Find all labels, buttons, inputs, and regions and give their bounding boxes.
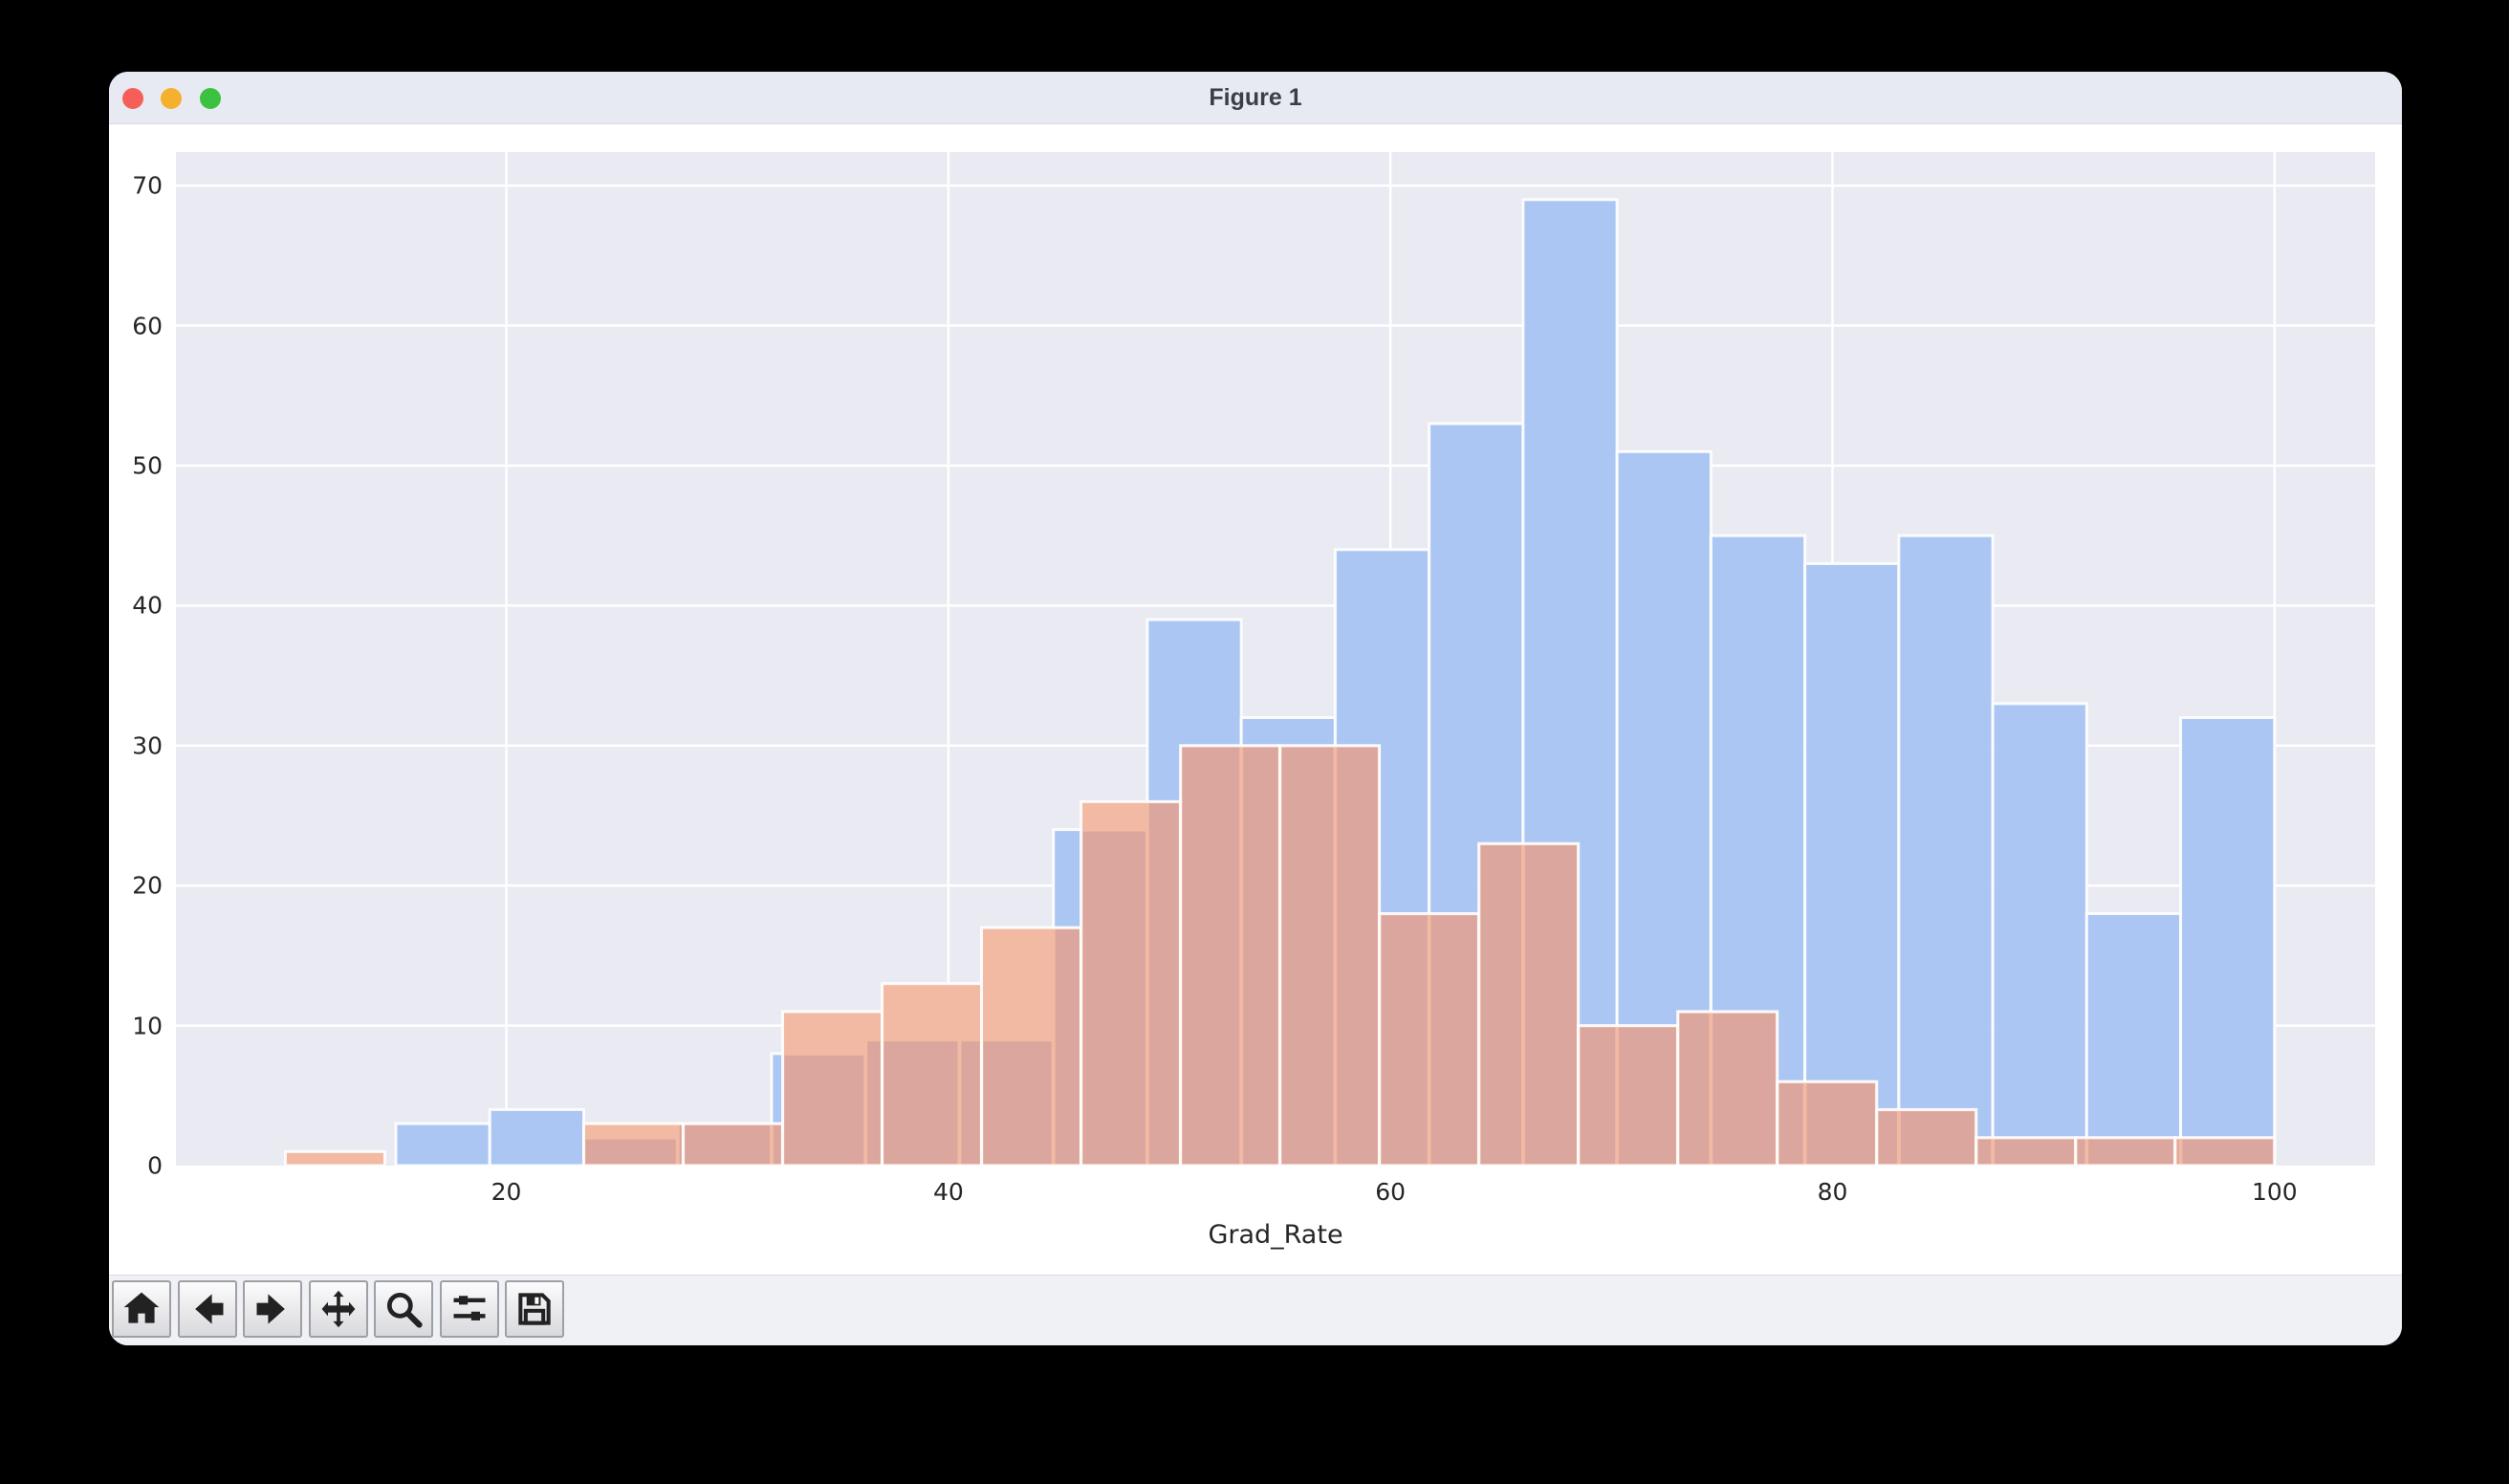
home-icon <box>123 1292 160 1323</box>
x-tick-label: 100 <box>2251 1178 2298 1206</box>
forward-button[interactable] <box>243 1280 302 1338</box>
y-tick-label: 50 <box>132 451 163 480</box>
pan-icon <box>321 1290 355 1328</box>
y-tick-label: 20 <box>132 871 163 900</box>
y-tick-label: 70 <box>132 171 163 200</box>
zoom-to-rect-button[interactable] <box>374 1280 433 1338</box>
back-icon <box>194 1294 223 1324</box>
close-button[interactable] <box>122 88 143 109</box>
x-axis-label: Grad_Rate <box>1208 1220 1343 1250</box>
home-button[interactable] <box>112 1280 171 1338</box>
plot-area[interactable] <box>176 152 2375 1166</box>
title-bar[interactable]: Figure 1 <box>109 72 2402 124</box>
zoom-to-rect-icon <box>386 1292 423 1328</box>
matplotlib-toolbar <box>109 1275 2402 1345</box>
pan-button[interactable] <box>308 1280 368 1338</box>
overlap-regions <box>585 747 2273 1165</box>
minimize-button[interactable] <box>161 88 182 109</box>
x-tick-label: 80 <box>1817 1178 1848 1206</box>
x-tick-label: 60 <box>1375 1178 1407 1206</box>
zoom-window-button[interactable] <box>200 88 221 109</box>
window-title: Figure 1 <box>1209 84 1302 111</box>
y-tick-label: 60 <box>132 312 163 340</box>
save-button[interactable] <box>505 1280 564 1338</box>
configure-subplots-button[interactable] <box>439 1280 499 1338</box>
save-icon <box>518 1293 551 1325</box>
x-tick-label: 20 <box>491 1178 522 1206</box>
x-tick-label: 40 <box>932 1178 964 1206</box>
back-button[interactable] <box>177 1280 237 1338</box>
y-tick-label: 40 <box>132 591 163 620</box>
y-tick-label: 10 <box>132 1012 163 1040</box>
y-tick-label: 0 <box>147 1151 163 1180</box>
forward-icon <box>256 1294 285 1324</box>
figure-canvas: 20 40 60 80 100 0 10 20 30 40 50 60 70 Grad_Rate <box>109 124 2402 1276</box>
y-tick-label: 30 <box>132 731 163 760</box>
configure-subplots-icon <box>453 1296 485 1320</box>
figure-window: Figure 1 20 40 60 80 100 0 10 20 30 40 50 60 70 Grad… <box>109 72 2402 1345</box>
